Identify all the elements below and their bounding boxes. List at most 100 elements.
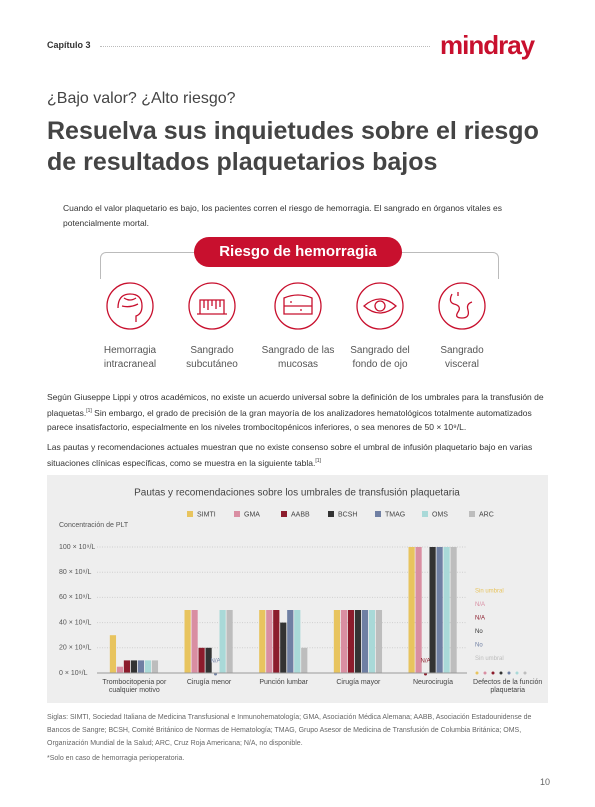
risk-icons [106, 282, 486, 330]
bar [123, 660, 131, 673]
bar [109, 635, 117, 673]
y-axis-label: Concentración de PLT [59, 522, 129, 529]
risk-label: Sangrado visceral [440, 345, 484, 370]
bar [205, 647, 212, 673]
bar [347, 610, 355, 673]
chart-title: Pautas y recomendaciones sobre los umbra… [134, 488, 460, 499]
note: N/A [475, 616, 485, 622]
marker [475, 671, 479, 675]
bar [226, 610, 233, 673]
bar [333, 610, 341, 673]
marker [483, 671, 487, 675]
x-tick-label: Trombocitopenia por cualquier motivo [102, 679, 167, 694]
bar [219, 610, 226, 673]
divider [100, 46, 430, 47]
bar [130, 660, 138, 673]
risk-label: Sangrado de las mucosas [261, 345, 335, 370]
bar [294, 610, 301, 673]
bar [301, 647, 308, 673]
legend-label: ARC [479, 511, 494, 518]
reference: [1] [315, 458, 321, 464]
bar [191, 610, 198, 673]
legend-swatch [469, 511, 475, 517]
bar [137, 660, 145, 673]
note: Sin umbral [475, 656, 504, 662]
y-tick-label: 40 × 10⁹/L [59, 619, 91, 626]
legend-label: OMS [432, 511, 448, 518]
footnote: Siglas: SIMTI, Sociedad Italiana de Medi… [47, 714, 532, 747]
marker [491, 671, 495, 675]
bar [198, 647, 205, 673]
chart-panel: Pautas y recomendaciones sobre los umbra… [47, 475, 548, 703]
risk-label: Sangrado del fondo de ojo [350, 345, 410, 370]
risk-label: Sangrado subcutáneo [186, 345, 238, 370]
bar [266, 610, 273, 673]
footnote: *Solo en caso de hemorragia perioperator… [47, 755, 185, 762]
y-tick-label: 20 × 10⁹/L [59, 645, 91, 652]
legend-label: SIMTI [197, 511, 216, 518]
legend-label: BCSH [338, 511, 357, 518]
bar [436, 547, 443, 673]
bar [408, 547, 415, 673]
bar [415, 547, 422, 673]
risk-title: Riesgo de hemorragia [194, 237, 402, 267]
x-tick-label: Cirugía menor [186, 679, 232, 686]
bar [280, 622, 287, 673]
note: N/A [475, 602, 485, 608]
legend-swatch [281, 511, 287, 517]
bar [273, 610, 280, 673]
note: Sin umbral [475, 589, 504, 595]
x-tick-label: Neurocirugía [412, 679, 454, 686]
bar [340, 610, 348, 673]
x-tick-label: Punción lumbar [259, 679, 308, 686]
text: Las pautas y recomendaciones actuales mu… [47, 442, 533, 468]
bar [116, 666, 124, 673]
page-number: 10 [540, 777, 551, 787]
x-tick-label: Cirugía mayor [336, 679, 381, 686]
bar [144, 660, 152, 673]
marker [499, 671, 503, 675]
paragraph: Las pautas y recomendaciones actuales mu… [47, 440, 547, 470]
note: No [475, 643, 483, 649]
bar [259, 610, 266, 673]
y-tick-label: 60 × 10⁹/L [59, 594, 91, 601]
chart: Pautas y recomendaciones sobre los umbra… [59, 488, 527, 677]
intro: Cuando el valor plaquetario es bajo, los… [63, 203, 502, 228]
paragraph: Según Giuseppe Lippi y otros académicos,… [47, 390, 547, 434]
marker [507, 671, 511, 675]
bar [450, 547, 457, 673]
marker [523, 671, 527, 675]
legend-swatch [375, 511, 381, 517]
title: Resuelva sus inquietudes sobre el riesgo… [47, 117, 539, 176]
x-tick-label: Defectos de la función plaquetaria [473, 679, 543, 694]
legend-label: AABB [291, 511, 310, 518]
legend-label: TMAG [385, 511, 405, 518]
bar [375, 610, 383, 673]
y-tick-label: 80 × 10⁹/L [59, 569, 91, 576]
bar [354, 610, 362, 673]
text: Según Giuseppe Lippi y otros académicos,… [47, 392, 544, 418]
logo: mindray [440, 30, 535, 60]
bar [151, 660, 159, 673]
bar [287, 610, 294, 673]
marker [515, 671, 519, 675]
y-tick-label: 100 × 10⁹/L [59, 544, 95, 551]
bar [443, 547, 450, 673]
note: No [475, 629, 483, 635]
risk-label: Hemorragia intracraneal [103, 345, 157, 370]
reference: [1] [86, 408, 92, 414]
legend-swatch [187, 511, 193, 517]
chapter: Capítulo 3 [47, 40, 91, 50]
bar [429, 547, 436, 673]
legend-swatch [234, 511, 240, 517]
legend-swatch [422, 511, 428, 517]
bar [184, 610, 191, 673]
bar [361, 610, 369, 673]
text: Sin embargo, el grado de precisión de la… [47, 407, 532, 432]
legend-swatch [328, 511, 334, 517]
subtitle: ¿Bajo valor? ¿Alto riesgo? [47, 90, 236, 107]
y-tick-label: 0 × 10⁹/L [59, 670, 88, 677]
value-label: N/A [420, 659, 430, 665]
value-label: N/A [210, 659, 220, 665]
